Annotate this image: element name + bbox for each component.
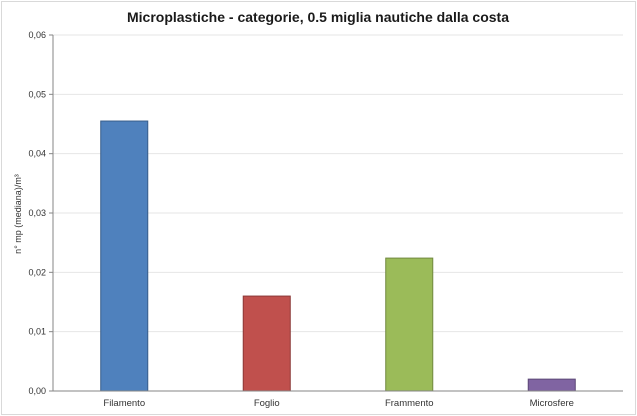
y-tick-label: 0,00 xyxy=(28,386,46,396)
axes xyxy=(52,35,623,392)
y-tick-label: 0,06 xyxy=(28,30,46,40)
bar-foglio xyxy=(242,295,291,392)
y-tick-labels: 0,00 0,01 0,02 0,03 0,04 0,05 0,06 xyxy=(28,30,46,396)
bar-microsfere xyxy=(527,378,576,392)
y-tick-label: 0,03 xyxy=(28,208,46,218)
y-tick-label: 0,02 xyxy=(28,267,46,277)
x-tick-label: Foglio xyxy=(254,398,280,409)
chart-title: Microplastiche - categorie, 0.5 miglia n… xyxy=(127,9,509,25)
y-tick-label: 0,01 xyxy=(28,327,46,337)
bar-frammento xyxy=(385,257,434,392)
y-axis-label: n° mp (mediana)/m³ xyxy=(13,174,23,254)
x-tick-label: Microsfere xyxy=(530,398,574,409)
bars xyxy=(100,120,576,392)
y-tick-label: 0,04 xyxy=(28,149,46,159)
x-tick-labels: Filamento Foglio Frammento Microsfere xyxy=(103,398,574,409)
x-tick-label: Filamento xyxy=(103,398,145,409)
bar-filamento xyxy=(100,120,149,392)
x-tick-label: Frammento xyxy=(385,398,434,409)
y-tick-label: 0,05 xyxy=(28,89,46,99)
